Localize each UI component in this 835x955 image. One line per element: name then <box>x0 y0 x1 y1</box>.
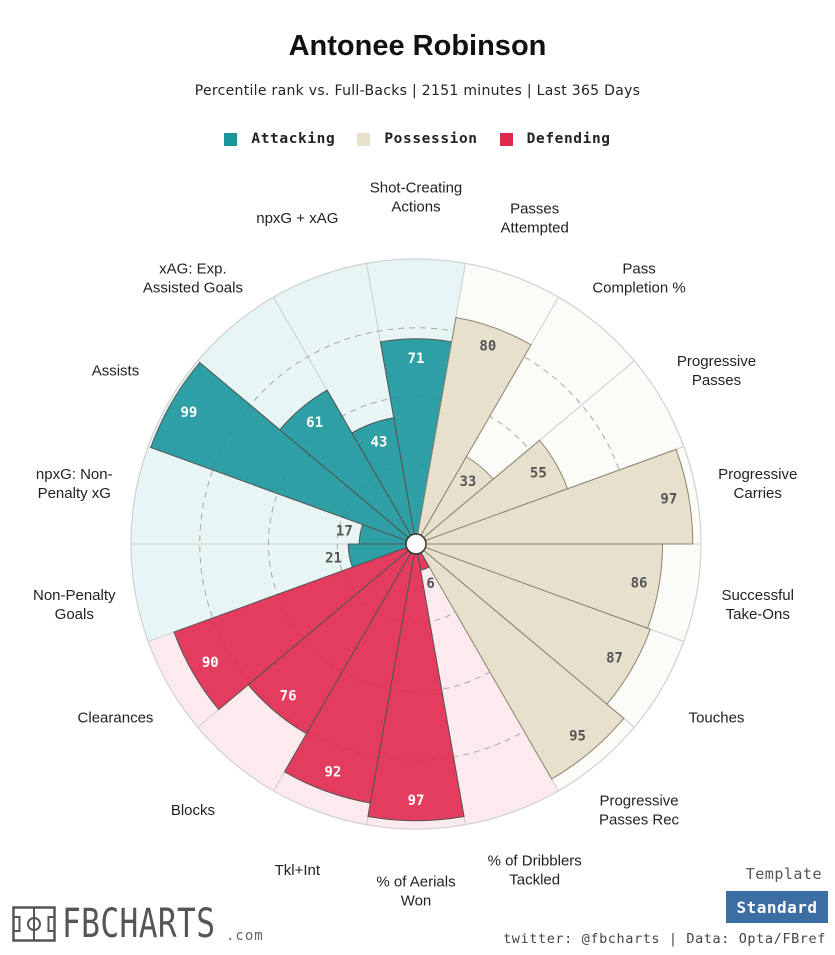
category-label: Tkl+Int <box>275 862 321 879</box>
value-label: 97 <box>660 491 677 507</box>
value-label: 17 <box>336 523 353 539</box>
category-label: % of Aerials Won <box>376 874 455 910</box>
category-label-line: Carries <box>734 485 782 502</box>
category-label-line: Progressive <box>677 353 756 370</box>
value-label: 99 <box>180 405 197 421</box>
legend-item-attacking[interactable]: Attacking <box>224 131 335 147</box>
value-bars <box>150 316 694 822</box>
legend-swatch-defending <box>499 132 513 146</box>
category-label-line: Passes <box>692 372 741 389</box>
value-label: 86 <box>631 575 648 591</box>
category-label-line: % of Aerials <box>376 874 455 891</box>
category-label: Pass Completion % <box>592 261 685 297</box>
category-label-line: Passes Rec <box>599 811 680 828</box>
value-label: 95 <box>569 728 586 744</box>
category-label-line: Won <box>401 893 432 910</box>
category-label: % of Dribblers Tackled <box>488 853 582 889</box>
category-label-line: Clearances <box>78 710 154 727</box>
category-label-line: % of Dribblers <box>488 853 582 870</box>
category-label-line: Successful <box>721 587 794 604</box>
category-label: npxG + xAG <box>256 210 338 227</box>
value-label: 43 <box>371 434 388 450</box>
template-standard-button[interactable]: Standard <box>726 891 828 923</box>
category-labels: Shot-Creating Actions Passes Attempted Pass C… <box>33 180 797 910</box>
legend-label-attacking: Attacking <box>251 131 336 147</box>
category-label-line: Pass <box>622 261 655 278</box>
category-label-line: Actions <box>391 199 440 216</box>
center-hole <box>405 533 427 555</box>
category-label-line: Shot-Creating <box>370 180 463 197</box>
category-label: Progressive Passes Rec <box>599 792 680 828</box>
value-labels: 71 80 33 55 97 86 87 95 6 97 92 76 90 21 17 99 61 43 <box>180 339 677 809</box>
category-label-line: Tkl+Int <box>275 862 321 879</box>
category-label: Shot-Creating Actions <box>370 180 463 216</box>
category-label: Progressive Passes <box>677 353 756 389</box>
value-label: 87 <box>606 651 623 667</box>
chart-title: Antonee Robinson <box>288 30 547 62</box>
category-label-line: npxG + xAG <box>256 210 338 227</box>
category-label: Passes Attempted <box>500 200 568 236</box>
category-label: Successful Take-Ons <box>721 587 794 623</box>
category-label-line: Blocks <box>171 802 215 819</box>
category-label-line: Completion % <box>592 280 685 297</box>
category-label-line: Non-Penalty <box>33 587 116 604</box>
category-label: Non-Penalty Goals <box>33 587 116 623</box>
value-label: 97 <box>408 793 425 809</box>
category-label: Assists <box>92 363 140 380</box>
category-label-line: Penalty xG <box>38 485 111 502</box>
value-label: 55 <box>530 465 547 481</box>
category-label-line: Goals <box>55 606 94 623</box>
category-label-line: Touches <box>689 710 745 727</box>
logo-suffix: .com <box>226 928 264 944</box>
category-label: xAG: Exp. Assisted Goals <box>143 261 243 297</box>
outer-ring <box>130 258 702 830</box>
chart-subtitle: Percentile rank vs. Full-Backs | 2151 mi… <box>194 83 641 99</box>
value-label: 71 <box>408 351 425 367</box>
legend-item-defending[interactable]: Defending <box>499 131 611 147</box>
category-label-line: npxG: Non- <box>36 466 113 483</box>
category-label-line: Attempted <box>500 219 568 236</box>
category-label-line: Take-Ons <box>726 606 790 623</box>
legend-label-defending: Defending <box>526 131 611 147</box>
category-label: Blocks <box>171 802 215 819</box>
pitch-icon <box>12 906 56 942</box>
category-label: Clearances <box>78 710 154 727</box>
category-label-line: Tackled <box>509 872 560 889</box>
category-label-line: Assisted Goals <box>143 280 243 297</box>
legend-swatch-possession <box>357 132 371 146</box>
legend-label-possession: Possession <box>384 131 478 147</box>
category-label-line: Assists <box>92 363 140 380</box>
category-label-line: Passes <box>510 200 559 217</box>
value-label: 21 <box>325 551 342 567</box>
value-label: 33 <box>459 474 476 490</box>
category-label-line: xAG: Exp. <box>159 261 227 278</box>
value-label: 92 <box>324 764 341 780</box>
legend-swatch-attacking <box>224 132 238 146</box>
value-label: 90 <box>202 655 219 671</box>
value-label: 6 <box>426 576 434 592</box>
value-label: 80 <box>479 339 496 355</box>
category-label: Progressive Carries <box>718 466 797 502</box>
value-label: 61 <box>306 415 323 431</box>
credits-text: twitter: @fbcharts | Data: Opta/FBref <box>503 931 826 947</box>
template-label: Template <box>745 865 822 883</box>
fbcharts-logo: FBCHARTS .com <box>12 901 263 947</box>
category-label: npxG: Non- Penalty xG <box>36 466 113 502</box>
category-label: Touches <box>689 710 745 727</box>
category-label-line: Progressive <box>718 466 797 483</box>
value-label: 76 <box>280 688 297 704</box>
category-label-line: Progressive <box>599 792 678 809</box>
legend: Attacking Possession Defending <box>0 131 835 147</box>
logo-text: FBCHARTS <box>62 901 216 947</box>
legend-item-possession[interactable]: Possession <box>357 131 477 147</box>
